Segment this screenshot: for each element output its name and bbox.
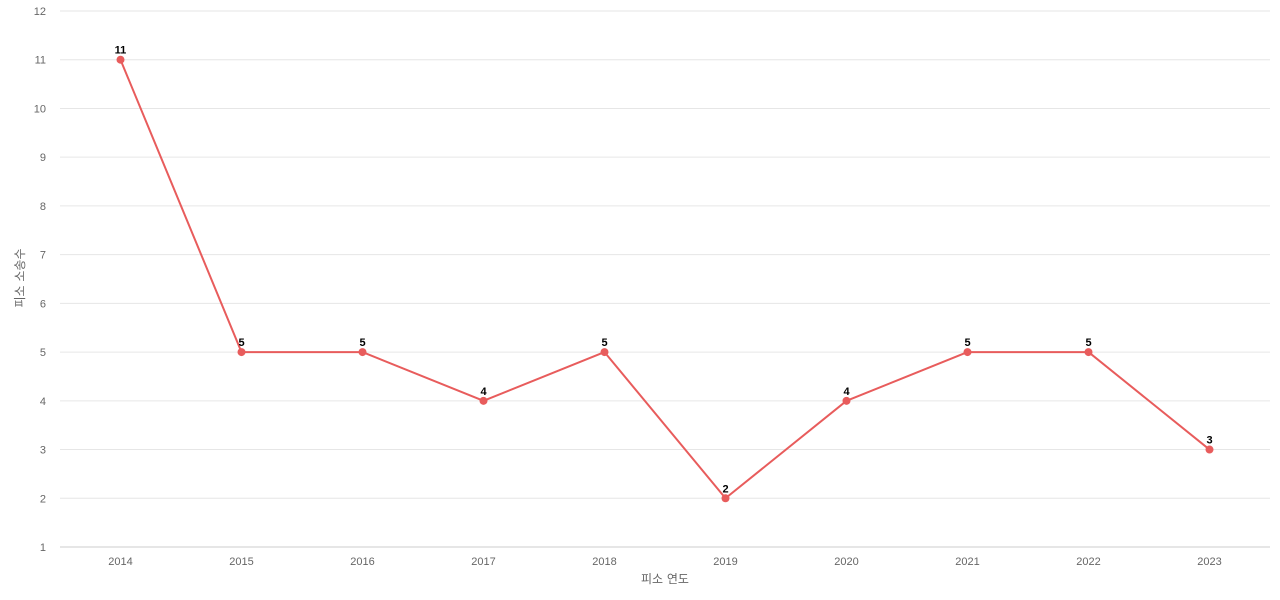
- y-tick-label: 5: [40, 347, 46, 359]
- y-tick-label: 1: [40, 542, 46, 554]
- x-axis-title: 피소 연도: [641, 572, 689, 586]
- data-point[interactable]: [721, 494, 730, 503]
- data-point[interactable]: [1205, 445, 1214, 454]
- label-layer: 11 5 5 4 5 2 4 5 5 3: [115, 45, 1213, 496]
- data-label: 5: [601, 337, 607, 349]
- y-axis-title: 피소 소송수: [13, 248, 27, 307]
- data-point[interactable]: [600, 348, 609, 357]
- data-point[interactable]: [358, 348, 367, 357]
- y-tick-label: 11: [35, 55, 46, 67]
- grid-layer: [60, 10, 1270, 499]
- y-tick-label: 6: [40, 298, 46, 310]
- series-layer: [116, 55, 1214, 503]
- x-tick-label: 2014: [108, 556, 132, 568]
- data-label: 2: [722, 483, 728, 495]
- y-tick-label: 8: [40, 201, 46, 213]
- x-tick-label: 2015: [229, 556, 253, 568]
- x-tick-label: 2019: [713, 556, 737, 568]
- y-tick-label: 7: [40, 250, 46, 262]
- data-label: 11: [115, 45, 127, 57]
- x-tick-label: 2023: [1197, 556, 1221, 568]
- y-tick-label: 4: [40, 396, 46, 408]
- data-point[interactable]: [237, 348, 246, 357]
- data-point[interactable]: [963, 348, 972, 357]
- data-label: 3: [1206, 435, 1212, 447]
- data-label: 5: [238, 337, 244, 349]
- y-tick-label: 9: [40, 152, 46, 164]
- x-tick-label: 2017: [471, 556, 495, 568]
- data-point[interactable]: [842, 396, 851, 405]
- x-tick-label: 2022: [1076, 556, 1100, 568]
- y-tick-label: 2: [40, 493, 46, 505]
- x-tick-label: 2016: [350, 556, 374, 568]
- data-label: 5: [964, 337, 970, 349]
- data-label: 4: [843, 386, 850, 398]
- x-tick-label: 2021: [955, 556, 979, 568]
- data-label: 4: [480, 386, 487, 398]
- series-line: [119, 59, 1211, 500]
- data-point[interactable]: [1084, 348, 1093, 357]
- data-label: 5: [1085, 337, 1091, 349]
- y-tick-label: 3: [40, 445, 46, 457]
- x-tick-label: 2018: [592, 556, 616, 568]
- data-label: 5: [359, 337, 365, 349]
- y-tick-label: 12: [34, 6, 46, 18]
- y-tick-label: 10: [34, 103, 46, 115]
- data-point[interactable]: [479, 396, 488, 405]
- data-point[interactable]: [116, 55, 125, 64]
- x-tick-label: 2020: [834, 556, 858, 568]
